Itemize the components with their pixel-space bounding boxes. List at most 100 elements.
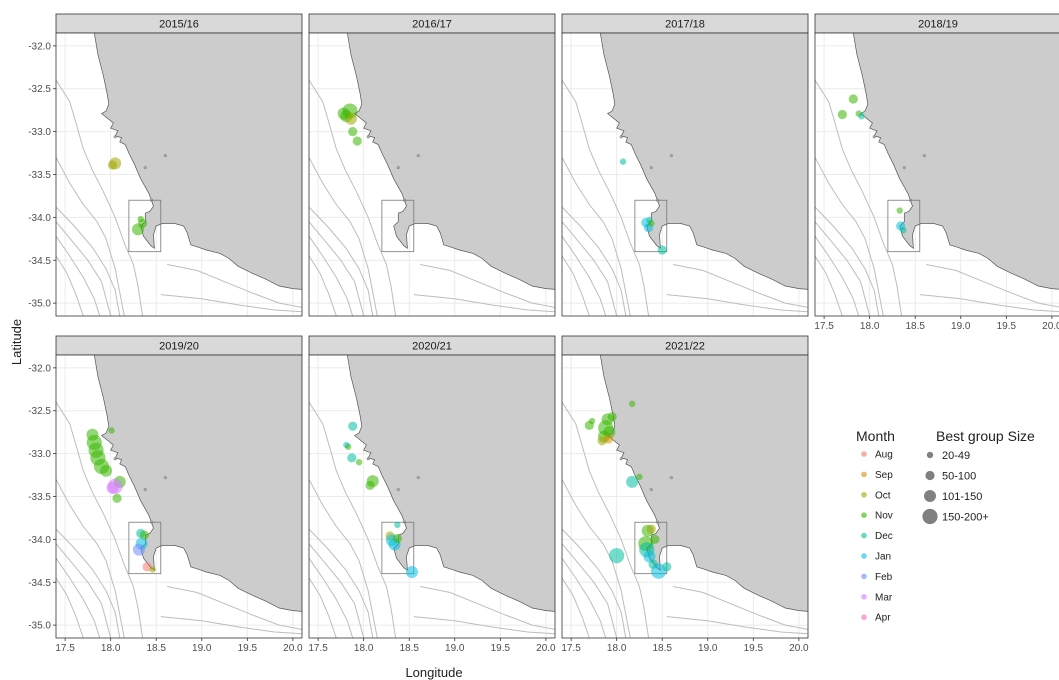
legend-size-key <box>922 508 938 525</box>
legend-month-label: Oct <box>875 490 891 501</box>
depth-contour <box>56 543 112 638</box>
depth-contour <box>919 294 1059 313</box>
legend-size-key <box>924 490 936 502</box>
x-tick-label: 20.0 <box>283 643 303 654</box>
depth-contour <box>56 557 101 638</box>
y-tick-label: -32.0 <box>28 41 51 52</box>
x-tick-label: 18.0 <box>101 643 121 654</box>
sighting-point <box>106 481 119 494</box>
depth-contour <box>562 479 631 638</box>
y-tick-label: -32.5 <box>28 84 51 95</box>
sighting-point <box>609 548 625 564</box>
sighting-point <box>619 158 627 165</box>
sighting-point <box>646 524 656 534</box>
island <box>669 476 673 480</box>
panel-border <box>561 354 809 639</box>
y-axis-label: Latitude <box>9 319 24 365</box>
depth-contour <box>309 79 397 316</box>
island <box>922 154 926 158</box>
island <box>366 457 370 461</box>
depth-contour <box>56 479 125 638</box>
x-tick-label: 20.0 <box>536 643 556 654</box>
sighting-point <box>107 160 118 170</box>
sighting-point <box>132 543 145 556</box>
sighting-point <box>643 550 656 563</box>
sighting-point <box>137 218 148 228</box>
legend-month-label: Dec <box>875 531 893 542</box>
sighting-point <box>100 464 113 477</box>
depth-contour <box>413 616 555 635</box>
sighting-point <box>347 453 357 463</box>
island <box>416 476 420 480</box>
y-tick-label: -34.0 <box>28 535 51 546</box>
depth-contour <box>926 264 1059 308</box>
sighting-point <box>900 227 907 234</box>
facet-strip-label: 2021/22 <box>665 341 705 353</box>
facet-panel: 2015/16 -32.0 -32.5 -33.0 -33.5 -34.0 -34.5 -35… <box>28 13 303 317</box>
depth-contour <box>309 479 378 638</box>
sighting-point <box>650 534 660 544</box>
island <box>649 488 653 492</box>
y-tick-label: -32.5 <box>28 406 51 417</box>
sighting-point <box>139 530 149 540</box>
facet-panel: 2021/22 17.5 18.0 18.5 19.0 19.5 20.0 <box>561 335 809 654</box>
x-tick-label: 19.5 <box>744 643 764 654</box>
island <box>416 154 420 158</box>
x-tick-label: 18.0 <box>607 643 627 654</box>
island <box>366 135 370 139</box>
depth-contour <box>56 577 84 638</box>
depth-contour <box>309 255 337 316</box>
sighting-point <box>108 427 115 434</box>
y-tick-label: -35.0 <box>28 299 51 310</box>
sighting-point <box>648 559 658 569</box>
x-tick-label: 18.5 <box>905 321 925 332</box>
y-tick-label: -32.0 <box>28 363 51 374</box>
depth-contour <box>562 79 650 316</box>
depth-contour <box>309 157 378 316</box>
sighting-point <box>628 400 636 408</box>
legend-area: Month Best group Size Aug Sep Oct Nov Dec Jan… <box>856 428 1035 624</box>
sighting-point <box>858 112 865 120</box>
island <box>872 135 876 139</box>
island <box>619 135 623 139</box>
sighting-point <box>348 421 358 431</box>
legend-size-key <box>926 451 934 459</box>
sighting-point <box>365 480 375 490</box>
depth-contour <box>420 586 555 630</box>
depth-contour <box>666 294 808 313</box>
depth-contour <box>815 235 860 316</box>
sighting-point <box>636 473 643 480</box>
sighting-point <box>348 127 358 137</box>
legend-month-key <box>861 573 867 580</box>
legend-size-label: 101-150 <box>942 491 982 503</box>
depth-contour <box>562 206 627 316</box>
panel-border <box>814 32 1059 317</box>
sighting-point <box>86 428 99 441</box>
x-tick-label: 18.0 <box>354 643 374 654</box>
depth-contour <box>309 557 354 638</box>
study-area-box <box>634 199 668 253</box>
depth-contour <box>815 255 843 316</box>
sighting-point <box>648 220 655 227</box>
sighting-point <box>394 521 401 528</box>
legend-month-key <box>861 594 867 600</box>
depth-contour <box>815 79 903 316</box>
legend-month-label: Jan <box>875 552 891 563</box>
depth-contour <box>562 577 590 638</box>
depth-contour <box>309 401 397 638</box>
sighting-point <box>657 245 667 255</box>
legend-month-label: Sep <box>875 470 893 481</box>
x-tick-label: 19.5 <box>491 643 511 654</box>
depth-contour <box>673 586 808 630</box>
x-tick-label: 19.5 <box>997 321 1017 332</box>
island <box>669 154 673 158</box>
x-tick-label: 19.0 <box>192 643 212 654</box>
x-axis-label: Longitude <box>405 665 462 680</box>
legend-month-items: Aug Sep Oct Nov Dec Jan Feb Mar Apr <box>861 450 893 624</box>
x-tick-label: 20.0 <box>1042 321 1059 332</box>
facet-panel: 2020/21 17.5 18.0 18.5 19.0 19.5 20.0 <box>308 335 556 654</box>
sighting-point <box>626 475 639 488</box>
island <box>143 166 147 170</box>
depth-contour <box>309 235 354 316</box>
depth-contour <box>309 528 374 638</box>
